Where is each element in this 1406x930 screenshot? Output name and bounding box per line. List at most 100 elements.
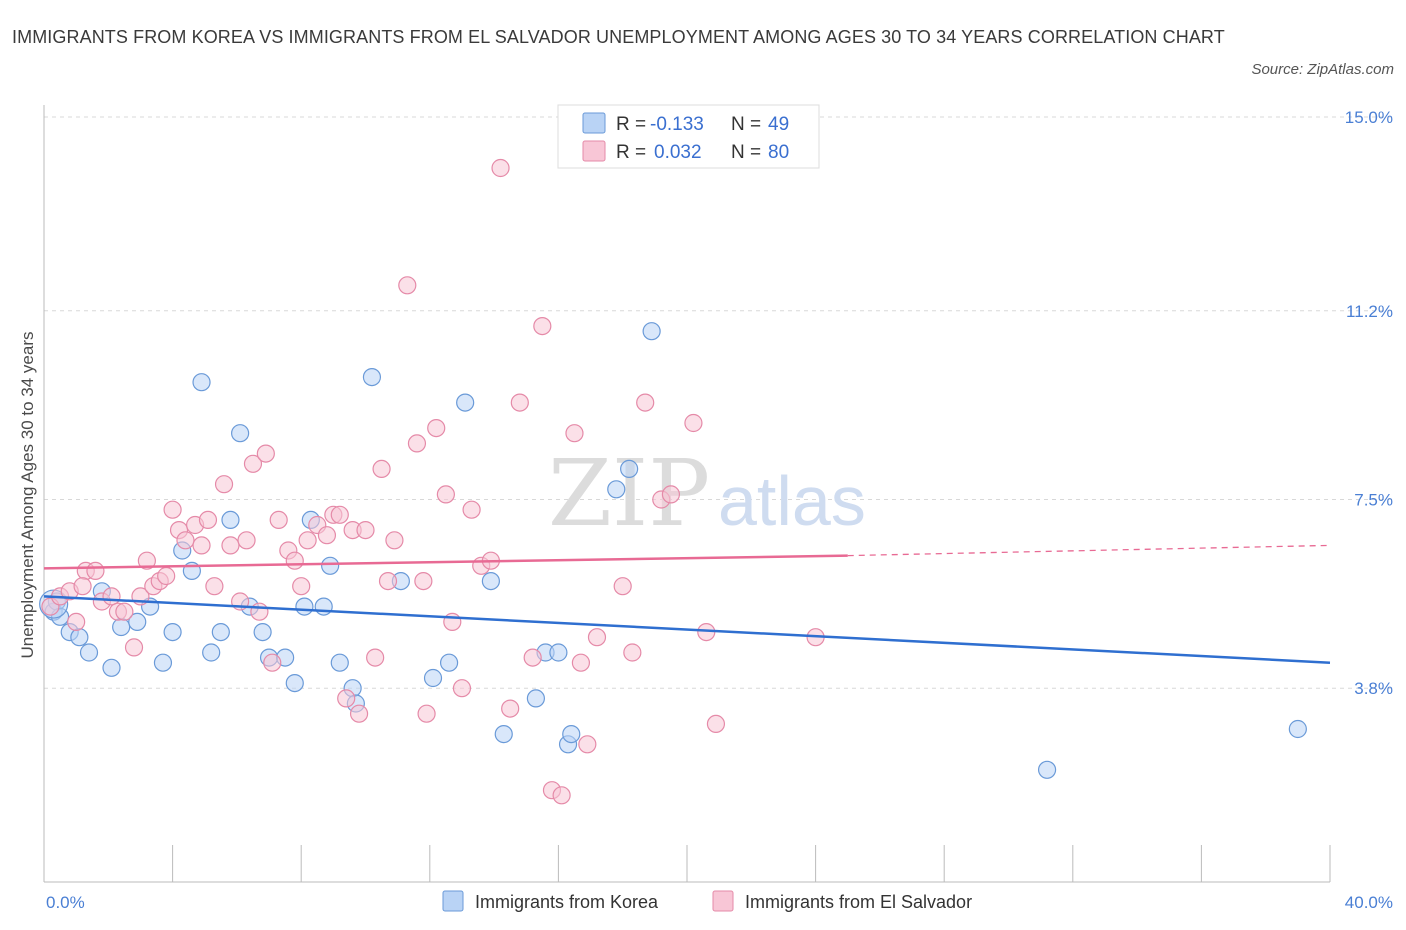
elsalvador-point bbox=[414, 571, 433, 591]
elsalvador-point bbox=[269, 510, 288, 530]
korea-point bbox=[562, 724, 581, 744]
elsalvador-point bbox=[285, 551, 304, 570]
elsalvador-point bbox=[501, 699, 520, 718]
korea-point bbox=[192, 373, 211, 392]
elsalvador-point bbox=[427, 419, 446, 438]
korea-point bbox=[231, 424, 250, 443]
elsalvador-point bbox=[157, 566, 176, 586]
elsalvador-point bbox=[452, 679, 472, 698]
korea-point bbox=[163, 622, 182, 642]
legend-swatch-elsalvador bbox=[582, 140, 606, 162]
korea-trend-line bbox=[43, 595, 1331, 664]
elsalvador-point bbox=[115, 602, 134, 621]
korea-point bbox=[211, 622, 230, 642]
bottom-legend-label-korea: Immigrants from Korea bbox=[475, 892, 659, 912]
elsalvador-point bbox=[417, 704, 436, 723]
elsalvador-point bbox=[378, 571, 398, 591]
x-tick-label-min: 0.0% bbox=[46, 893, 85, 912]
elsalvador-point bbox=[192, 536, 211, 555]
elsalvador-point bbox=[137, 551, 156, 570]
elsalvador-point bbox=[67, 612, 86, 632]
elsalvador-point bbox=[356, 520, 375, 540]
legend-n-label-korea: N = bbox=[731, 114, 761, 135]
legend-n-value-elsalvador: 80 bbox=[768, 142, 789, 163]
elsalvador-point bbox=[385, 531, 404, 550]
elsalvador-point bbox=[407, 434, 427, 453]
korea-point bbox=[79, 643, 99, 662]
korea-point bbox=[202, 643, 221, 662]
y-tick-labels: 3.8% 7.5% 11.2% 15.0% bbox=[1345, 108, 1393, 698]
korea-point bbox=[494, 724, 513, 744]
legend-n-label-elsalvador: N = bbox=[731, 142, 761, 163]
elsalvador-point bbox=[366, 648, 385, 667]
elsalvador-point bbox=[237, 531, 256, 550]
elsalvador-point bbox=[706, 714, 726, 734]
korea-point bbox=[439, 653, 459, 672]
korea-point bbox=[295, 597, 314, 616]
legend-r-label-elsalvador: R = bbox=[616, 142, 646, 163]
bottom-legend-swatch-korea bbox=[442, 890, 464, 912]
korea-point bbox=[285, 673, 304, 693]
elsalvador-point bbox=[462, 500, 481, 519]
elsalvador-point bbox=[571, 653, 591, 672]
elsalvador-points bbox=[41, 158, 825, 805]
elsalvador-point bbox=[124, 638, 144, 657]
series-legend: Immigrants from Korea Immigrants from El… bbox=[442, 890, 972, 912]
elsalvador-trend-line bbox=[43, 554, 848, 570]
elsalvador-point bbox=[214, 475, 234, 494]
elsalvador-point bbox=[337, 689, 356, 708]
chart-title: IMMIGRANTS FROM KOREA VS IMMIGRANTS FROM… bbox=[12, 27, 1225, 47]
elsalvador-point bbox=[523, 648, 542, 667]
elsalvador-point bbox=[256, 444, 275, 463]
elsalvador-point bbox=[330, 505, 349, 524]
korea-point bbox=[1037, 760, 1057, 779]
x-tick-marks bbox=[43, 845, 1331, 882]
korea-point bbox=[253, 622, 272, 642]
elsalvador-point bbox=[163, 500, 182, 519]
elsalvador-point bbox=[198, 510, 218, 530]
elsalvador-point bbox=[684, 413, 703, 433]
watermark-zip: ZIP bbox=[548, 440, 710, 547]
elsalvador-point bbox=[102, 587, 121, 606]
elsalvador-point bbox=[565, 424, 584, 443]
korea-point bbox=[112, 617, 131, 637]
korea-point bbox=[607, 480, 626, 499]
korea-point bbox=[128, 612, 147, 632]
y-tick-label: 3.8% bbox=[1354, 679, 1393, 698]
legend-n-value-korea: 49 bbox=[768, 114, 789, 135]
elsalvador-point bbox=[436, 485, 455, 504]
korea-point bbox=[221, 510, 240, 530]
elsalvador-point bbox=[349, 704, 369, 723]
elsalvador-point bbox=[623, 643, 642, 662]
trend-lines bbox=[43, 544, 1331, 664]
y-tick-label: 7.5% bbox=[1354, 491, 1393, 510]
elsalvador-point bbox=[205, 577, 224, 596]
korea-point bbox=[102, 658, 121, 677]
korea-point bbox=[330, 653, 349, 672]
elsalvador-point bbox=[250, 602, 269, 621]
korea-point bbox=[423, 668, 443, 688]
legend-r-value-elsalvador: 0.032 bbox=[654, 142, 702, 163]
elsalvador-point bbox=[298, 531, 317, 550]
elsalvador-point bbox=[86, 561, 105, 581]
elsalvador-point bbox=[221, 536, 240, 555]
source-label: Source: ZipAtlas.com bbox=[1251, 61, 1394, 78]
elsalvador-point bbox=[578, 735, 597, 754]
korea-point bbox=[481, 571, 500, 591]
correlation-legend: R = -0.133 N = 49 R = 0.032 N = 80 bbox=[557, 104, 820, 169]
watermark-atlas: atlas bbox=[718, 462, 866, 540]
korea-point bbox=[642, 322, 661, 341]
elsalvador-point bbox=[398, 276, 417, 295]
elsalvador-point bbox=[552, 786, 571, 805]
bottom-legend-label-elsalvador: Immigrants from El Salvador bbox=[745, 892, 972, 912]
elsalvador-point bbox=[661, 485, 681, 504]
elsalvador-point bbox=[317, 526, 337, 545]
x-tick-label-max: 40.0% bbox=[1345, 893, 1393, 912]
korea-point bbox=[456, 393, 475, 412]
elsalvador-point bbox=[491, 158, 510, 178]
legend-r-value-korea: -0.133 bbox=[650, 114, 704, 135]
elsalvador-point bbox=[587, 628, 607, 647]
elsalvador-trend-line-extrapolated bbox=[847, 544, 1331, 557]
korea-point bbox=[526, 689, 545, 708]
